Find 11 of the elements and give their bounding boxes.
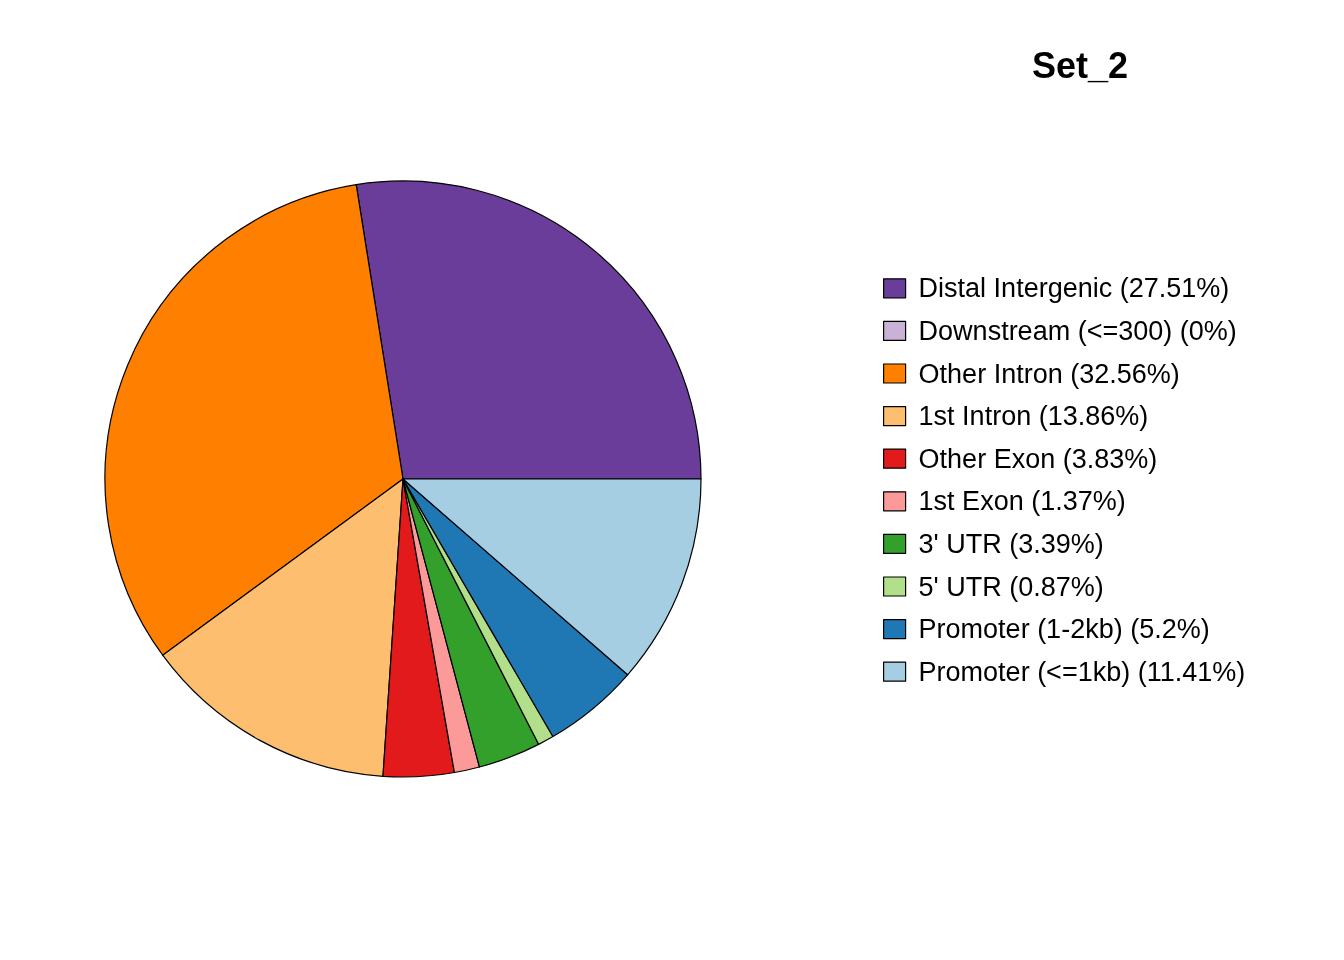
legend-label: Other Intron (32.56%) [918, 358, 1180, 389]
legend-label: 3' UTR (3.39%) [918, 528, 1104, 559]
legend-label: Promoter (<=1kb) (11.41%) [918, 656, 1246, 687]
legend-label: 5' UTR (0.87%) [918, 571, 1104, 602]
legend-label: Downstream (<=300) (0%) [918, 315, 1237, 346]
legend-label: Distal Intergenic (27.51%) [918, 273, 1230, 304]
legend-label: 1st Intron (13.86%) [918, 401, 1149, 432]
legend-label: Other Exon (3.83%) [918, 443, 1158, 474]
legend-label: 1st Exon (1.37%) [918, 486, 1126, 517]
chart-title: Set_2 [1031, 44, 1129, 86]
legend-label: Promoter (1-2kb) (5.2%) [918, 614, 1210, 645]
